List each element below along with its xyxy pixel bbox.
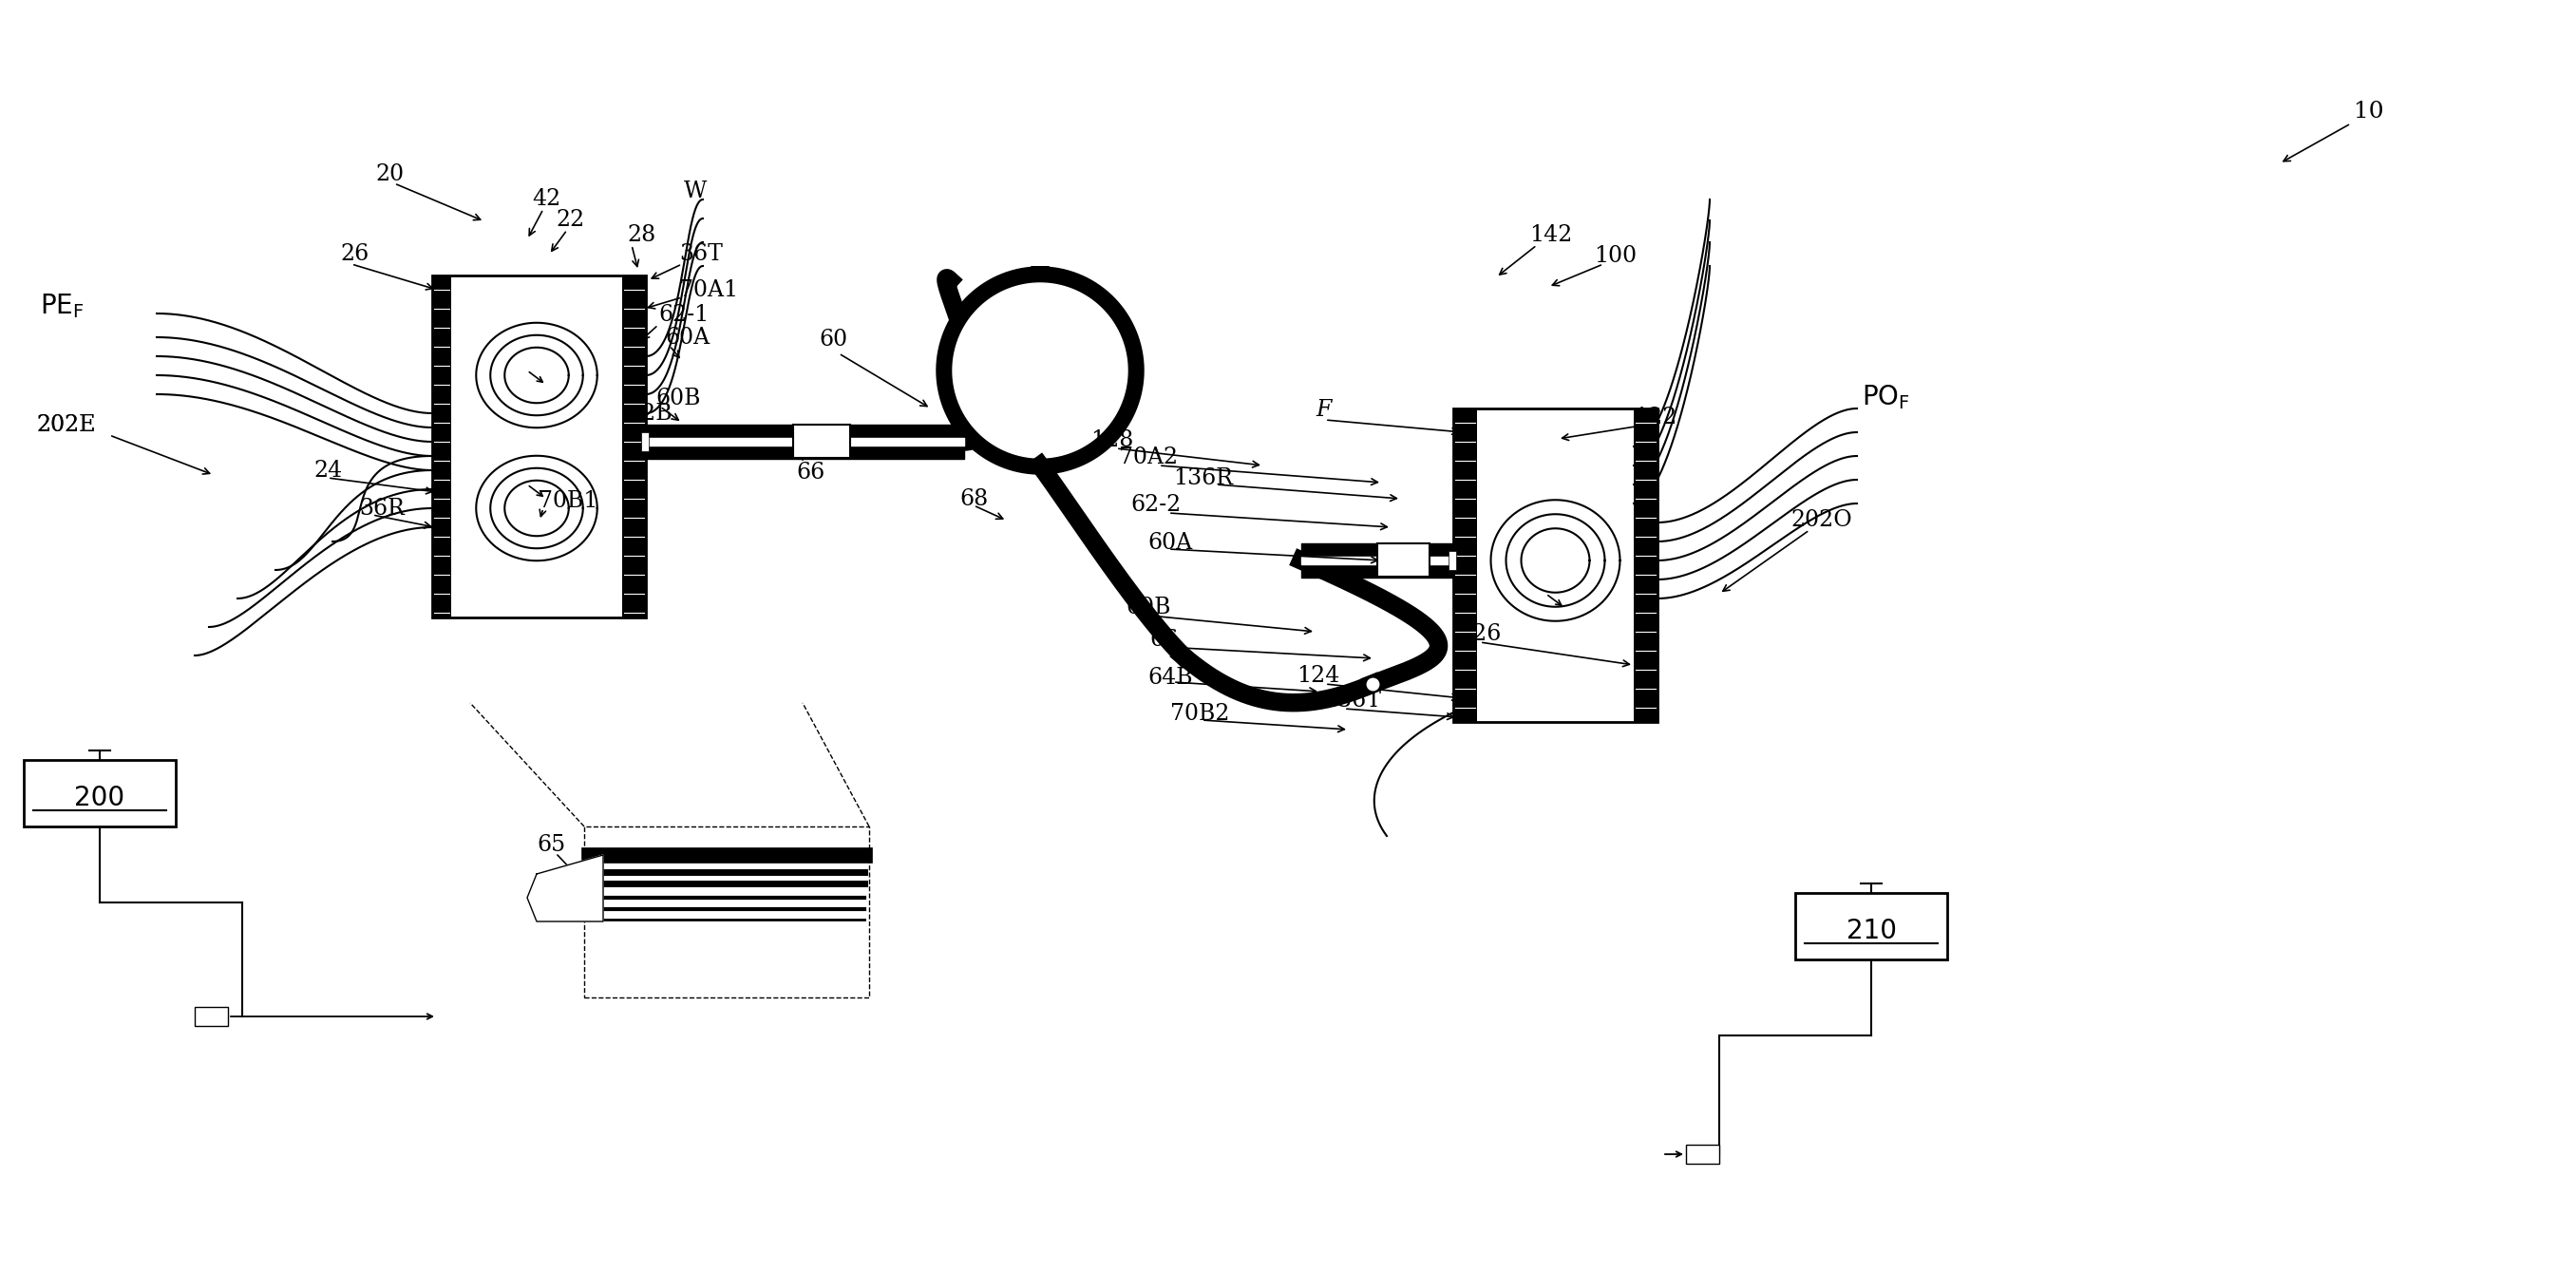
Text: 202E: 202E bbox=[36, 415, 95, 436]
Bar bbox=[1685, 1145, 1718, 1164]
Text: 64B: 64B bbox=[1146, 667, 1193, 688]
Text: 122: 122 bbox=[1633, 407, 1677, 429]
Bar bbox=[1453, 408, 1656, 722]
Text: 60A: 60A bbox=[1146, 533, 1193, 555]
Text: 210: 210 bbox=[1847, 917, 1896, 944]
Text: 136T: 136T bbox=[1324, 691, 1381, 712]
Text: $\mathrm{PO_F}$: $\mathrm{PO_F}$ bbox=[1862, 383, 1909, 411]
Text: 136R: 136R bbox=[1172, 467, 1234, 488]
Text: 60A: 60A bbox=[665, 327, 708, 349]
Bar bbox=[1448, 551, 1455, 570]
Text: 70B1: 70B1 bbox=[538, 490, 598, 511]
Text: 202O: 202O bbox=[1790, 510, 1852, 532]
Text: 68: 68 bbox=[958, 487, 989, 510]
Text: 42: 42 bbox=[531, 188, 562, 210]
Text: 200: 200 bbox=[75, 785, 126, 812]
Text: 62-1: 62-1 bbox=[659, 304, 708, 327]
Polygon shape bbox=[953, 284, 1128, 458]
Bar bbox=[623, 276, 647, 617]
Bar bbox=[641, 432, 649, 452]
Text: 128: 128 bbox=[1090, 429, 1133, 450]
Text: W: W bbox=[683, 181, 706, 202]
Text: $\mathrm{PE_F}$: $\mathrm{PE_F}$ bbox=[39, 291, 85, 321]
Text: 60B: 60B bbox=[1126, 597, 1170, 619]
Text: 70A1: 70A1 bbox=[680, 279, 739, 300]
Text: 124: 124 bbox=[1296, 665, 1340, 687]
Text: 22: 22 bbox=[556, 210, 585, 232]
Text: 20: 20 bbox=[376, 163, 404, 184]
Bar bbox=[1453, 408, 1476, 722]
Text: 62B: 62B bbox=[626, 402, 672, 424]
Text: 62-2: 62-2 bbox=[1131, 495, 1180, 516]
Text: 202E: 202E bbox=[36, 415, 95, 436]
Text: 65: 65 bbox=[536, 834, 564, 856]
Bar bbox=[196, 1007, 227, 1027]
Bar bbox=[793, 425, 850, 458]
Text: F: F bbox=[1316, 399, 1332, 421]
Text: 70B2: 70B2 bbox=[1170, 703, 1229, 725]
Bar bbox=[1633, 408, 1656, 722]
Text: 126: 126 bbox=[1458, 623, 1502, 645]
Text: 70A2: 70A2 bbox=[1118, 446, 1177, 469]
Text: 26: 26 bbox=[340, 244, 368, 266]
Bar bbox=[433, 276, 451, 617]
Bar bbox=[23, 759, 175, 827]
Bar bbox=[1378, 543, 1430, 576]
Text: 60: 60 bbox=[819, 329, 848, 351]
Text: 66: 66 bbox=[1149, 628, 1177, 650]
Bar bbox=[585, 827, 868, 997]
Text: 10: 10 bbox=[2354, 102, 2383, 123]
Text: 24: 24 bbox=[314, 459, 343, 481]
Text: 66: 66 bbox=[796, 462, 824, 483]
Text: 142: 142 bbox=[1530, 225, 1571, 247]
Polygon shape bbox=[528, 855, 603, 921]
Text: 36T: 36T bbox=[680, 244, 724, 266]
Bar bbox=[433, 276, 647, 617]
Text: 28: 28 bbox=[626, 225, 657, 247]
Text: 36R: 36R bbox=[358, 497, 404, 519]
Text: 100: 100 bbox=[1595, 245, 1636, 267]
Text: 60B: 60B bbox=[654, 388, 701, 410]
Bar bbox=[1795, 893, 1947, 959]
